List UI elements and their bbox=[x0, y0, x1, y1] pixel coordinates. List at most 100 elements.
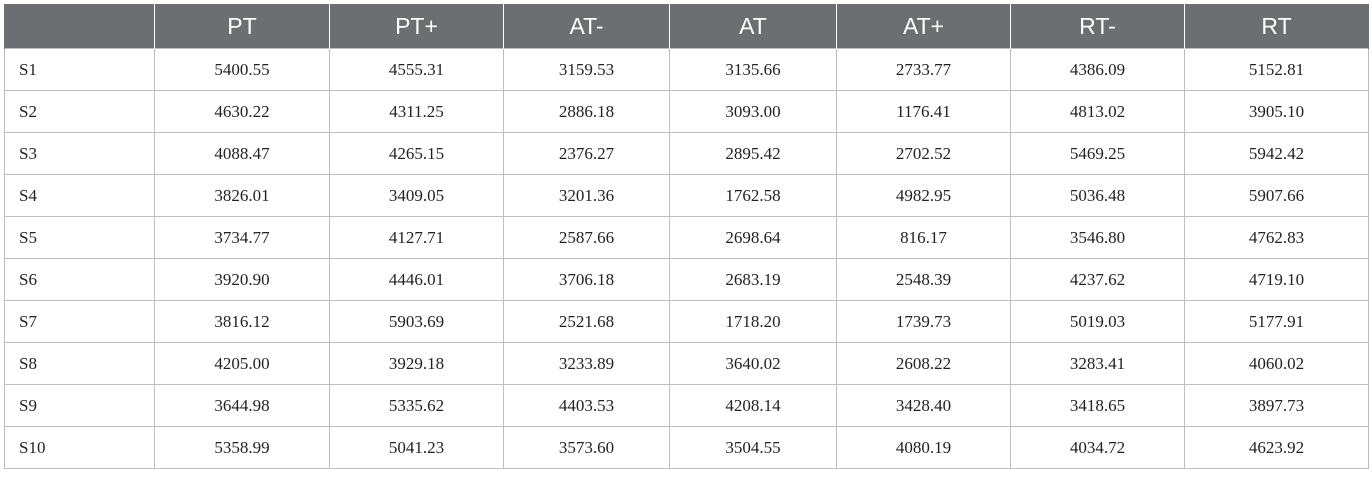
table-cell: 4311.25 bbox=[329, 90, 504, 133]
table-row: S4 3826.01 3409.05 3201.36 1762.58 4982.95 503… bbox=[4, 174, 1369, 217]
table-cell: 816.17 bbox=[836, 216, 1011, 259]
table-cell: 4034.72 bbox=[1010, 426, 1185, 469]
table-cell: 4813.02 bbox=[1010, 90, 1185, 133]
table-cell: 3929.18 bbox=[329, 342, 504, 385]
table-cell: 3816.12 bbox=[154, 300, 330, 343]
table-cell: 3504.55 bbox=[669, 426, 837, 469]
table-cell: 2608.22 bbox=[836, 342, 1011, 385]
table-row: S1 5400.55 4555.31 3159.53 3135.66 2733.77 438… bbox=[4, 48, 1369, 91]
table-cell: 3706.18 bbox=[503, 258, 670, 301]
table-row: S9 3644.98 5335.62 4403.53 4208.14 3428.40 341… bbox=[4, 384, 1369, 427]
table-cell: 4265.15 bbox=[329, 132, 504, 175]
table-cell: 4088.47 bbox=[154, 132, 330, 175]
table-cell: 4386.09 bbox=[1010, 48, 1185, 91]
header-cell: RT- bbox=[1010, 4, 1185, 49]
row-label: S5 bbox=[4, 216, 155, 259]
table-cell: 4762.83 bbox=[1184, 216, 1369, 259]
table-cell: 2683.19 bbox=[669, 258, 837, 301]
table-cell: 3093.00 bbox=[669, 90, 837, 133]
table-row: S3 4088.47 4265.15 2376.27 2895.42 2702.52 546… bbox=[4, 132, 1369, 175]
table-cell: 5942.42 bbox=[1184, 132, 1369, 175]
table-cell: 4080.19 bbox=[836, 426, 1011, 469]
table-cell: 4403.53 bbox=[503, 384, 670, 427]
table-cell: 5036.48 bbox=[1010, 174, 1185, 217]
header-cell: AT bbox=[669, 4, 837, 49]
table-cell: 5152.81 bbox=[1184, 48, 1369, 91]
table-row: S8 4205.00 3929.18 3233.89 3640.02 2608.22 328… bbox=[4, 342, 1369, 385]
table-cell: 5358.99 bbox=[154, 426, 330, 469]
table-cell: 2548.39 bbox=[836, 258, 1011, 301]
header-cell: PT bbox=[154, 4, 330, 49]
table-cell: 5907.66 bbox=[1184, 174, 1369, 217]
table-cell: 3920.90 bbox=[154, 258, 330, 301]
table-cell: 2698.64 bbox=[669, 216, 837, 259]
header-cell: PT+ bbox=[329, 4, 504, 49]
table-cell: 5335.62 bbox=[329, 384, 504, 427]
table-cell: 5469.25 bbox=[1010, 132, 1185, 175]
table-cell: 5400.55 bbox=[154, 48, 330, 91]
table-cell: 5019.03 bbox=[1010, 300, 1185, 343]
row-label: S3 bbox=[4, 132, 155, 175]
row-label: S8 bbox=[4, 342, 155, 385]
table-cell: 4630.22 bbox=[154, 90, 330, 133]
table-cell: 3897.73 bbox=[1184, 384, 1369, 427]
table-cell: 1739.73 bbox=[836, 300, 1011, 343]
row-label: S10 bbox=[4, 426, 155, 469]
table-cell: 3409.05 bbox=[329, 174, 504, 217]
table-cell: 2376.27 bbox=[503, 132, 670, 175]
table-cell: 1176.41 bbox=[836, 90, 1011, 133]
table-cell: 5903.69 bbox=[329, 300, 504, 343]
row-label: S1 bbox=[4, 48, 155, 91]
row-label: S9 bbox=[4, 384, 155, 427]
table-cell: 1762.58 bbox=[669, 174, 837, 217]
table-cell: 2733.77 bbox=[836, 48, 1011, 91]
table-row: S6 3920.90 4446.01 3706.18 2683.19 2548.39 423… bbox=[4, 258, 1369, 301]
table-cell: 4237.62 bbox=[1010, 258, 1185, 301]
table-cell: 3135.66 bbox=[669, 48, 837, 91]
row-label: S2 bbox=[4, 90, 155, 133]
header-cell: AT- bbox=[503, 4, 670, 49]
table-cell: 3734.77 bbox=[154, 216, 330, 259]
data-table: PT PT+ AT- AT AT+ RT- RT S1 5400.55 4555.31 3159.… bbox=[4, 4, 1369, 469]
table-cell: 4205.00 bbox=[154, 342, 330, 385]
table-cell: 2702.52 bbox=[836, 132, 1011, 175]
table-cell: 3201.36 bbox=[503, 174, 670, 217]
header-cell-corner bbox=[4, 4, 155, 49]
header-row: PT PT+ AT- AT AT+ RT- RT bbox=[4, 4, 1369, 49]
header-cell: RT bbox=[1184, 4, 1369, 49]
table-cell: 2886.18 bbox=[503, 90, 670, 133]
table-cell: 3159.53 bbox=[503, 48, 670, 91]
row-label: S6 bbox=[4, 258, 155, 301]
table-header: PT PT+ AT- AT AT+ RT- RT bbox=[4, 4, 1369, 49]
table-body: S1 5400.55 4555.31 3159.53 3135.66 2733.77 438… bbox=[4, 48, 1369, 469]
table-cell: 4719.10 bbox=[1184, 258, 1369, 301]
table-cell: 4446.01 bbox=[329, 258, 504, 301]
row-label: S7 bbox=[4, 300, 155, 343]
row-label: S4 bbox=[4, 174, 155, 217]
table-cell: 4060.02 bbox=[1184, 342, 1369, 385]
table-cell: 5177.91 bbox=[1184, 300, 1369, 343]
table-row: S10 5358.99 5041.23 3573.60 3504.55 4080.19 40… bbox=[4, 426, 1369, 469]
table-cell: 4208.14 bbox=[669, 384, 837, 427]
table-cell: 5041.23 bbox=[329, 426, 504, 469]
table-cell: 3640.02 bbox=[669, 342, 837, 385]
header-cell: AT+ bbox=[836, 4, 1011, 49]
table-cell: 3826.01 bbox=[154, 174, 330, 217]
table-cell: 4623.92 bbox=[1184, 426, 1369, 469]
table-cell: 3233.89 bbox=[503, 342, 670, 385]
table-row: S5 3734.77 4127.71 2587.66 2698.64 816.17 3546… bbox=[4, 216, 1369, 259]
table-cell: 3428.40 bbox=[836, 384, 1011, 427]
table-cell: 3546.80 bbox=[1010, 216, 1185, 259]
table-cell: 3418.65 bbox=[1010, 384, 1185, 427]
data-table-container: PT PT+ AT- AT AT+ RT- RT S1 5400.55 4555.31 3159.… bbox=[4, 4, 1369, 479]
table-cell: 4127.71 bbox=[329, 216, 504, 259]
table-cell: 2895.42 bbox=[669, 132, 837, 175]
table-cell: 4555.31 bbox=[329, 48, 504, 91]
table-cell: 2587.66 bbox=[503, 216, 670, 259]
table-row: S7 3816.12 5903.69 2521.68 1718.20 1739.73 501… bbox=[4, 300, 1369, 343]
table-row: S2 4630.22 4311.25 2886.18 3093.00 1176.41 481… bbox=[4, 90, 1369, 133]
table-cell: 3573.60 bbox=[503, 426, 670, 469]
table-cell: 4982.95 bbox=[836, 174, 1011, 217]
table-cell: 3644.98 bbox=[154, 384, 330, 427]
table-cell: 3283.41 bbox=[1010, 342, 1185, 385]
